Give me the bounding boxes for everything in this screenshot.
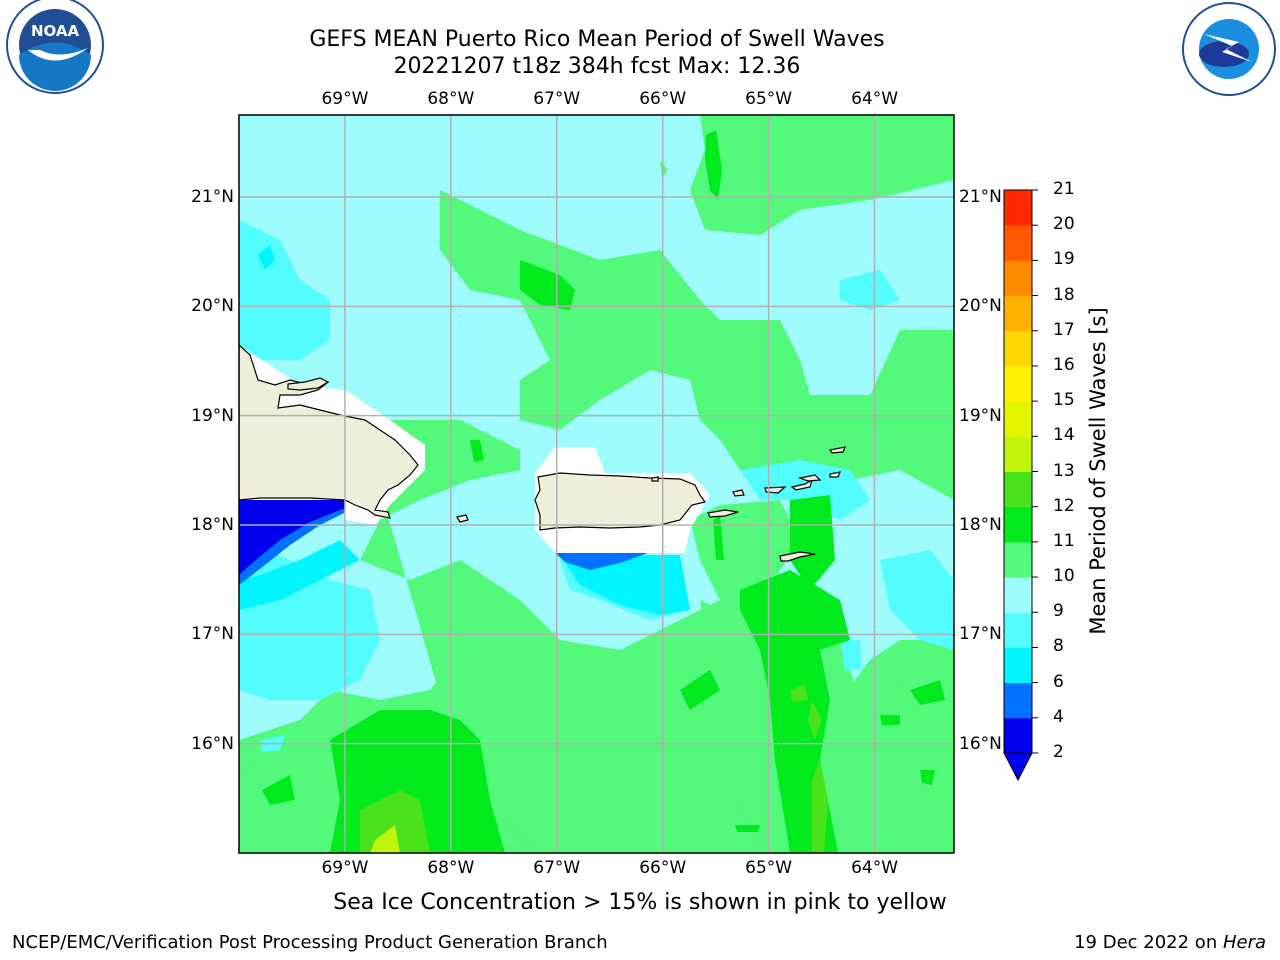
lon-tick-label: 64°W (851, 858, 899, 878)
colorbar-swatch (1004, 295, 1032, 332)
graticule (239, 115, 954, 853)
nws-logo (1182, 2, 1276, 96)
colorbar-swatch (1004, 612, 1032, 648)
contour-low-period (239, 500, 648, 585)
colorbar-swatch (1004, 541, 1032, 578)
culebra-island (732, 489, 745, 497)
colorbar-tick-label: 6 (1053, 671, 1064, 692)
lat-tick-label: 20°N (959, 296, 1002, 317)
colorbar-swatch (1004, 190, 1032, 226)
colorbar-swatch (1004, 260, 1032, 297)
lat-tick-label: 16°N (191, 733, 234, 754)
lat-tick-label: 18°N (959, 515, 1002, 535)
colorbar-swatch (1004, 682, 1032, 719)
lon-tick-label: 68°W (427, 89, 475, 109)
lon-tick-label: 65°W (745, 858, 793, 878)
colorbar-tick-label: 16 (1053, 354, 1075, 375)
colorbar-swatch (1004, 471, 1032, 508)
footer-credit: NCEP/EMC/Verification Post Processing Pr… (12, 932, 608, 953)
colorbar-tick-label: 8 (1053, 636, 1064, 657)
colorbar-tick-label: 10 (1053, 566, 1075, 587)
chart-subtitle: 20221207 t18z 384h fcst Max: 12.36 (393, 54, 801, 79)
colorbar-swatch (1004, 717, 1032, 754)
contour-6-8s (239, 245, 690, 615)
chart-title: GEFS MEAN Puerto Rico Mean Period of Swe… (309, 27, 885, 52)
colorbar-swatch (1004, 436, 1032, 472)
noaa-logo-text: NOAA (31, 22, 80, 40)
colorbar-swatch (1004, 365, 1032, 402)
colorbar-tick-label: 20 (1053, 214, 1075, 235)
vieques-island (707, 509, 739, 518)
colorbar-swatch (1004, 330, 1032, 367)
colorbar-tick-label: 9 (1053, 601, 1064, 622)
colorbar-label: Mean Period of Swell Waves [s] (1086, 307, 1110, 635)
lon-tick-label: 69°W (321, 858, 369, 878)
colorbar-under-arrow (1003, 752, 1033, 782)
lon-tick-label: 66°W (639, 858, 687, 878)
lon-tick-label: 65°W (745, 89, 793, 109)
footer-machine: Hera (1222, 932, 1266, 953)
colorbar-tick-label: 14 (1053, 425, 1075, 446)
colorbar-tick-label: 21 (1053, 179, 1075, 199)
lat-tick-label: 18°N (191, 515, 234, 535)
noaa-logo (6, 0, 104, 94)
map-frame (238, 114, 955, 854)
colorbar-tick-label: 13 (1053, 460, 1075, 481)
colorbar-swatch (1004, 577, 1032, 613)
colorbar-swatch (1004, 506, 1032, 543)
lon-tick-label: 68°W (427, 858, 475, 878)
lat-tick-label: 20°N (191, 296, 234, 317)
colorbar-tick-label: 15 (1053, 390, 1075, 411)
colorbar-tick-label: 17 (1053, 319, 1075, 340)
tortuga-island (287, 377, 330, 391)
colorbar (1003, 189, 1038, 782)
lat-tick-label: 16°N (959, 733, 1002, 754)
lat-tick-label: 19°N (959, 405, 1002, 426)
footer-date-text: 19 Dec 2022 on (1074, 932, 1223, 953)
lon-tick-label: 64°W (851, 89, 899, 109)
footer-date: 19 Dec 2022 on Hera (1074, 932, 1266, 953)
lon-tick-label: 67°W (533, 89, 581, 109)
colorbar-tick-label: 19 (1053, 249, 1075, 270)
lon-tick-label: 66°W (639, 89, 687, 109)
st-croix-island (779, 551, 816, 562)
lat-tick-label: 17°N (191, 624, 234, 645)
colorbar-tick-label: 12 (1053, 495, 1075, 516)
lon-tick-label: 67°W (533, 858, 581, 878)
colorbar-tick-label: 4 (1053, 706, 1064, 727)
mona-island (456, 514, 469, 523)
sea-ice-note: Sea Ice Concentration > 15% is shown in … (333, 890, 947, 915)
colorbar-swatch (1004, 647, 1032, 684)
contour-11-12s (360, 685, 828, 853)
colorbar-tick-label: 11 (1053, 530, 1075, 551)
colorbar-swatch (1004, 401, 1032, 437)
lon-tick-label: 69°W (321, 89, 369, 109)
contour-12-13s (370, 825, 400, 853)
colorbar-tick-label: 18 (1053, 284, 1075, 305)
lat-tick-label: 21°N (959, 187, 1002, 207)
swell-period-field (239, 115, 954, 853)
colorbar-tick-label: 2 (1053, 742, 1064, 762)
lat-tick-label: 19°N (191, 405, 234, 426)
colorbar-swatch (1004, 225, 1032, 261)
lat-tick-label: 17°N (959, 624, 1002, 645)
lat-tick-label: 21°N (191, 187, 234, 207)
